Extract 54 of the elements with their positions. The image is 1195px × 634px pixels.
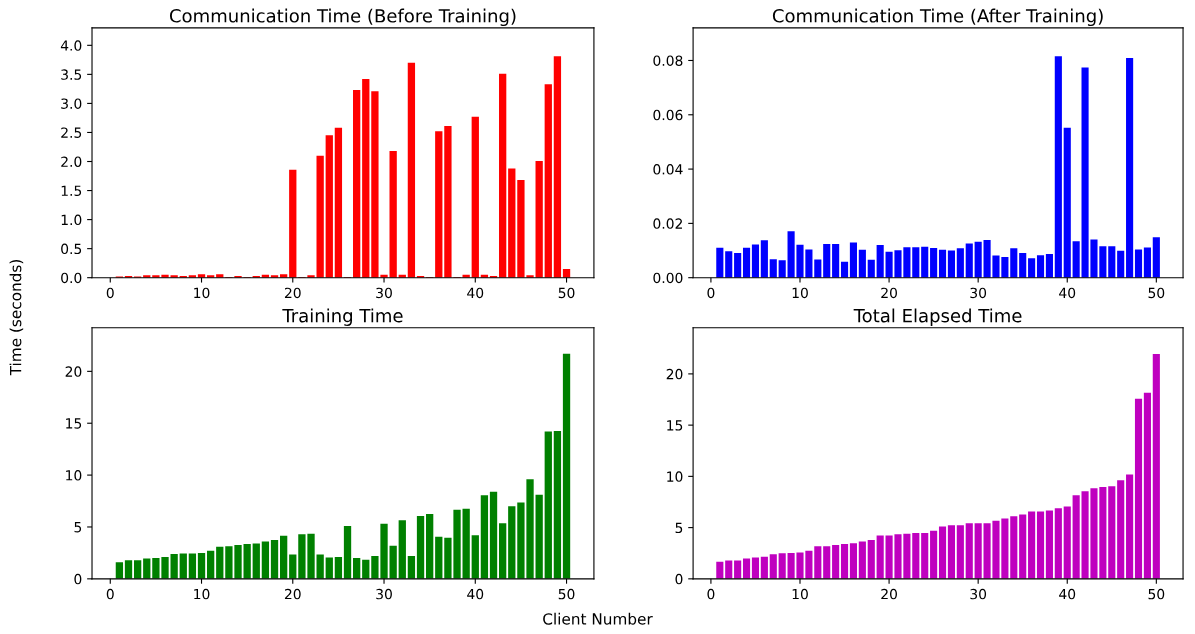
x-tick-label: 10 bbox=[792, 588, 808, 600]
x-tick-label: 10 bbox=[194, 588, 210, 600]
x-axis-title: Client Number bbox=[543, 612, 653, 625]
x-tick-label: 0 bbox=[106, 588, 114, 600]
y-tick-label: 2.5 bbox=[61, 127, 82, 138]
x-tick-label: 30 bbox=[970, 588, 987, 600]
y-tick-label: 20 bbox=[666, 368, 683, 380]
x-tick-label: 0 bbox=[106, 287, 114, 299]
y-tick-label: 15 bbox=[667, 420, 683, 431]
y-tick-label: 10 bbox=[66, 470, 82, 481]
chart-title: Total Elapsed Time bbox=[853, 308, 1022, 326]
chart-title: Communication Time (Before Training) bbox=[169, 8, 516, 27]
y-tick-label: 4.0 bbox=[60, 40, 82, 51]
y-tick-label: 5 bbox=[74, 522, 82, 533]
y-tick-label: 3.5 bbox=[61, 69, 82, 80]
x-tick-label: 20 bbox=[881, 287, 897, 299]
x-tick-label: 20 bbox=[881, 588, 897, 600]
y-tick-label: 0.06 bbox=[653, 109, 683, 121]
x-tick-label: 20 bbox=[284, 287, 301, 299]
y-tick-label: 10 bbox=[667, 471, 683, 482]
x-tick-label: 40 bbox=[1059, 287, 1076, 299]
x-tick-label: 10 bbox=[792, 287, 808, 299]
y-tick-label: 20 bbox=[65, 366, 82, 377]
y-tick-label: 5 bbox=[675, 522, 683, 534]
y-tick-label: 15 bbox=[66, 418, 82, 429]
x-tick-label: 0 bbox=[707, 588, 715, 600]
x-tick-label: 40 bbox=[467, 588, 484, 600]
chart-title: Training Time bbox=[282, 308, 403, 326]
x-tick-label: 30 bbox=[376, 287, 392, 299]
y-tick-label: 0.0 bbox=[61, 272, 82, 284]
y-tick-label: 2.0 bbox=[61, 156, 82, 167]
y-axis-title: Time (seconds) bbox=[9, 260, 24, 376]
chart-title: Communication Time (After Training) bbox=[772, 8, 1103, 27]
y-tick-label: 3.0 bbox=[61, 98, 82, 109]
x-tick-label: 50 bbox=[558, 287, 575, 299]
x-tick-label: 10 bbox=[194, 287, 210, 299]
y-tick-label: 0.02 bbox=[653, 218, 682, 229]
y-tick-label: 1.5 bbox=[61, 185, 82, 197]
x-tick-label: 20 bbox=[284, 588, 301, 600]
y-tick-label: 0.00 bbox=[653, 272, 683, 284]
y-tick-label: 0 bbox=[74, 573, 82, 585]
x-tick-label: 0 bbox=[707, 287, 715, 299]
y-tick-label: 1.0 bbox=[61, 214, 82, 226]
y-tick-label: 0.5 bbox=[61, 243, 82, 255]
y-tick-label: 0 bbox=[675, 573, 683, 585]
y-tick-label: 0.04 bbox=[653, 164, 683, 175]
x-tick-label: 30 bbox=[376, 588, 392, 600]
x-tick-label: 50 bbox=[558, 588, 575, 600]
x-tick-label: 40 bbox=[1059, 588, 1076, 600]
x-tick-label: 50 bbox=[1148, 588, 1165, 600]
x-tick-label: 40 bbox=[467, 287, 484, 299]
y-tick-label: 0.08 bbox=[653, 55, 683, 66]
x-tick-label: 50 bbox=[1148, 287, 1165, 299]
x-tick-label: 30 bbox=[970, 287, 987, 299]
